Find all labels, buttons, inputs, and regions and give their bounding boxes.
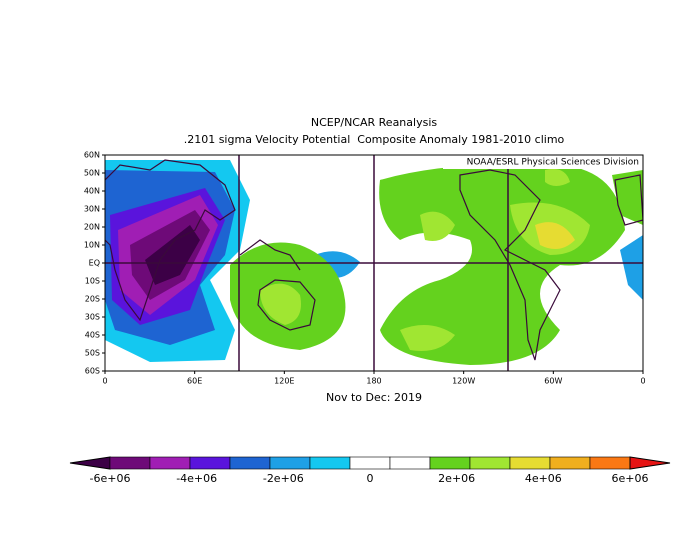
- lat-label: 50N: [84, 169, 100, 178]
- lat-label: 50S: [85, 349, 100, 358]
- colorbar-label: 0: [367, 472, 374, 485]
- colorbar-box: [109, 456, 151, 470]
- lat-label: EQ: [89, 259, 100, 268]
- colorbar-label: -4e+06: [176, 472, 217, 485]
- colorbar-box: [429, 456, 471, 470]
- credit-box: [443, 155, 643, 169]
- lon-label: 0: [640, 377, 645, 386]
- contour-region: [420, 211, 455, 241]
- colorbar-box: [509, 456, 551, 470]
- colorbar-label: -2e+06: [263, 472, 304, 485]
- lon-label: 0: [102, 377, 107, 386]
- title: NCEP/NCAR Reanalysis: [311, 116, 437, 129]
- colorbar-box: [149, 456, 191, 470]
- contour-region: [145, 225, 200, 285]
- subtitle: .2101 sigma Velocity Potential Composite…: [184, 133, 565, 146]
- lat-label: 20N: [84, 223, 100, 232]
- colorbar-box: [269, 456, 311, 470]
- colorbar-label: -6e+06: [90, 472, 131, 485]
- lat-label: 60S: [85, 367, 100, 376]
- lon-label: 180: [366, 377, 381, 386]
- lon-label: 60E: [187, 377, 202, 386]
- colorbar-box: [469, 456, 511, 470]
- reference-lines: [105, 155, 643, 371]
- lat-label: 40N: [84, 187, 100, 196]
- lon-label: 120E: [274, 377, 294, 386]
- colorbar-box: [189, 456, 231, 470]
- colorbar-label: 2e+06: [438, 472, 475, 485]
- colorbar-box: [309, 456, 351, 470]
- lon-label: 60W: [544, 377, 562, 386]
- colorbar-arrow: [629, 456, 671, 470]
- colorbar-label: 6e+06: [612, 472, 649, 485]
- colorbar-box: [549, 456, 591, 470]
- lat-label: 20S: [85, 295, 100, 304]
- colorbar: -6e+06 -4e+06 -2e+06 0 2e+06 4e+06 6e+06: [69, 456, 671, 485]
- colorbar-box: [589, 456, 631, 470]
- map: NOAA/ESRL Physical Sciences Division: [104, 154, 644, 372]
- lon-label: 120W: [452, 377, 475, 386]
- contour-region: [260, 283, 301, 325]
- lat-label: 60N: [84, 151, 100, 160]
- credit: NOAA/ESRL Physical Sciences Division: [467, 158, 639, 168]
- colorbar-box: [229, 456, 271, 470]
- coastlines: [105, 159, 643, 361]
- contour-region: [620, 235, 643, 300]
- lat-label: 40S: [85, 331, 100, 340]
- colorbar-box: [349, 456, 391, 470]
- contour-region: [545, 168, 570, 186]
- lat-label: 10N: [84, 241, 100, 250]
- contour-region: [400, 325, 455, 351]
- colorbar-arrow: [69, 456, 111, 470]
- lat-label: 10S: [85, 277, 100, 286]
- colorbar-label: 4e+06: [525, 472, 562, 485]
- lat-label: 30S: [85, 313, 100, 322]
- colorbar-box: [389, 456, 431, 470]
- lat-label: 30N: [84, 205, 100, 214]
- period: Nov to Dec: 2019: [326, 391, 422, 404]
- contour-region: [535, 222, 575, 249]
